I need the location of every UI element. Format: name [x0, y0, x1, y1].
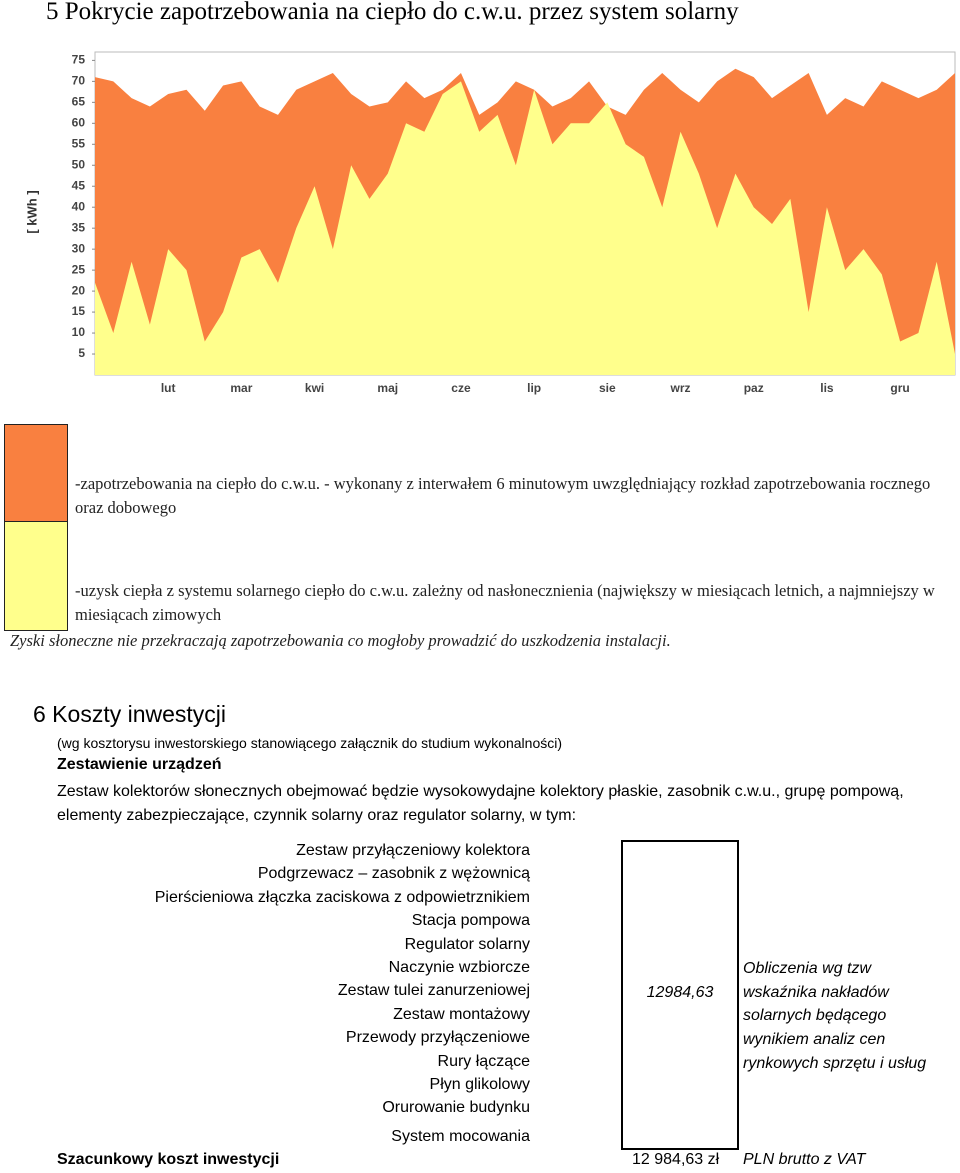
note: Zyski słoneczne nie przekraczają zapotrz…: [10, 631, 671, 650]
x-tick-label: paz: [744, 381, 764, 395]
amount-box: [621, 840, 739, 1150]
x-tick-label: gru: [890, 381, 909, 395]
y-tick-label: 60: [72, 115, 86, 129]
amount: 12984,63: [646, 984, 714, 1001]
item: Rury łączące: [437, 1052, 530, 1070]
y-tick-label: 10: [72, 325, 86, 339]
x-tick-label: cze: [451, 381, 471, 395]
paragraph: Zestaw kolektorów słonecznych obejmować …: [57, 783, 904, 824]
item: Naczynie wzbiorcze: [388, 958, 530, 976]
total-amount: 12 984,63 zł: [632, 1151, 720, 1168]
y-tick-label: 40: [72, 199, 86, 213]
item: Zestaw przyłączeniowy kolektora: [296, 842, 530, 859]
amount-note: Obliczenia wg tzw wskaźnika nakładów sol…: [743, 960, 927, 1072]
item: Orurowanie budynku: [382, 1099, 530, 1117]
item: Stacja pompowa: [411, 912, 530, 930]
y-tick-label: 15: [72, 304, 86, 318]
x-tick-label: lip: [527, 381, 541, 395]
y-tick-label: 5: [78, 346, 85, 360]
y-tick-label: 35: [72, 220, 86, 234]
legend-swatch: [4, 521, 68, 631]
x-tick-label: wrz: [670, 381, 691, 395]
y-tick-label: 70: [72, 74, 86, 88]
legend-swatch: [4, 424, 68, 522]
item: Regulator solarny: [404, 935, 530, 953]
legend-label: -uzysk ciepła z systemu solarnego ciepło…: [75, 581, 935, 624]
item: Pierścieniowa złączka zaciskowa z odpowi…: [154, 888, 530, 906]
y-axis-label: [ kWh ]: [24, 190, 39, 233]
item-list: Zestaw przyłączeniowy kolektora Podgrzewa…: [60, 842, 530, 1151]
y-tick-label: 75: [72, 53, 86, 67]
section-heading: 6 Koszty inwestycji: [33, 701, 227, 727]
area: [95, 81, 955, 375]
x-tick-label: maj: [377, 381, 398, 395]
x-tick-label: lis: [820, 381, 834, 395]
x-tick-label: lut: [161, 381, 176, 395]
subtitle: (wg kosztorysu inwestorskiego stanowiące…: [57, 735, 563, 751]
x-tick-label: kwi: [305, 381, 324, 395]
legend-label: -zapotrzebowania na ciepło do c.w.u. - w…: [75, 474, 931, 517]
total-label: Szacunkowy koszt inwestycji: [57, 1151, 280, 1168]
item: Przewody przyłączeniowe: [345, 1029, 530, 1047]
chart: [ kWh ] 5 10 15 20 25 30 35 40 45 50 55 60 65 70 75 lut…: [24, 51, 956, 395]
section-heading: 5 Pokrycie zapotrzebowania na ciepło do …: [46, 0, 739, 25]
y-tick-label: 55: [72, 136, 86, 150]
y-tick-label: 25: [72, 262, 86, 276]
y-tick-label: 50: [72, 157, 86, 171]
item: System mocowania: [391, 1127, 530, 1145]
y-tick-label: 30: [72, 241, 86, 255]
item: Podgrzewacz – zasobnik z wężownicą: [257, 865, 530, 883]
total-unit: PLN brutto z VAT: [743, 1151, 866, 1168]
y-tick-label: 65: [72, 95, 86, 109]
y-tick-label: 45: [72, 178, 86, 192]
y-tick-label: 20: [72, 283, 86, 297]
x-tick-label: mar: [230, 381, 252, 395]
x-tick-label: sie: [599, 381, 616, 395]
subheading: Zestawienie urządzeń: [57, 756, 222, 773]
item: Zestaw montażowy: [393, 1005, 530, 1023]
item: Zestaw tulei zanurzeniowej: [337, 982, 530, 1000]
item: Płyn glikolowy: [429, 1075, 530, 1093]
